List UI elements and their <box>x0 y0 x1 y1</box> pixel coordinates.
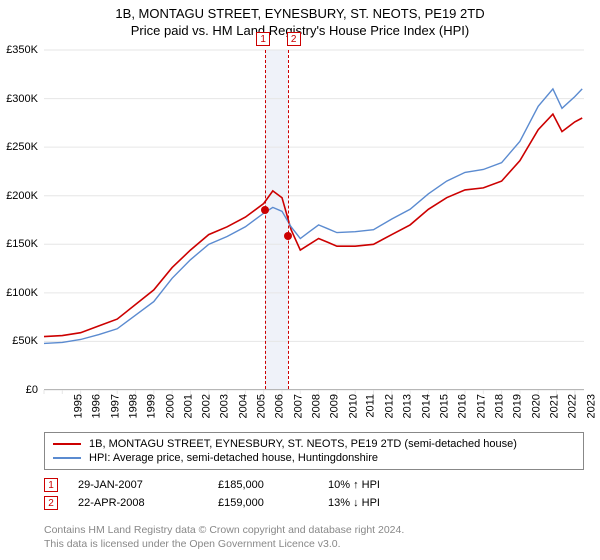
sale-marker-icon: 2 <box>44 496 58 510</box>
sale-price: £185,000 <box>218 479 328 491</box>
series-hpi <box>44 89 582 344</box>
x-tick-label: 2011 <box>365 394 377 418</box>
x-tick-label: 1998 <box>127 394 139 418</box>
sale-vline <box>288 50 289 389</box>
x-tick-label: 2007 <box>292 394 304 418</box>
y-tick-label: £200K <box>0 190 38 202</box>
sale-delta: 10% ↑ HPI <box>328 479 438 491</box>
credits-line: Contains HM Land Registry data © Crown c… <box>44 524 404 538</box>
y-tick-label: £100K <box>0 287 38 299</box>
sale-date: 22-APR-2008 <box>78 497 218 509</box>
legend-swatch-icon <box>53 457 81 459</box>
x-tick-label: 2022 <box>567 394 579 418</box>
sale-vline <box>265 50 266 389</box>
y-tick-label: £300K <box>0 93 38 105</box>
sale-marker-icon: 1 <box>44 478 58 492</box>
x-tick-label: 2010 <box>347 394 359 418</box>
x-tick-label: 2017 <box>475 394 487 418</box>
y-tick-label: £350K <box>0 44 38 56</box>
table-row: 1 29-JAN-2007 £185,000 10% ↑ HPI <box>44 476 584 494</box>
x-tick-label: 1999 <box>146 394 158 418</box>
plot-area: £0£50K£100K£150K£200K£250K£300K£350K1995… <box>44 50 584 390</box>
chart-svg <box>44 50 584 390</box>
sale-date: 29-JAN-2007 <box>78 479 218 491</box>
sale-price: £159,000 <box>218 497 328 509</box>
x-tick-label: 2016 <box>457 394 469 418</box>
x-tick-label: 2012 <box>384 394 396 418</box>
x-tick-label: 2021 <box>548 394 560 418</box>
legend-label: HPI: Average price, semi-detached house,… <box>89 452 378 464</box>
x-tick-label: 2004 <box>237 394 249 418</box>
legend-label: 1B, MONTAGU STREET, EYNESBURY, ST. NEOTS… <box>89 438 517 450</box>
x-tick-label: 2005 <box>256 394 268 418</box>
sale-marker-icon: 1 <box>256 32 270 46</box>
sales-table: 1 29-JAN-2007 £185,000 10% ↑ HPI 2 22-AP… <box>44 476 584 512</box>
sale-marker-icon: 2 <box>287 32 301 46</box>
x-tick-label: 1997 <box>109 394 121 418</box>
x-tick-label: 2019 <box>512 394 524 418</box>
x-tick-label: 2008 <box>310 394 322 418</box>
sale-delta: 13% ↓ HPI <box>328 497 438 509</box>
credits: Contains HM Land Registry data © Crown c… <box>44 524 404 551</box>
x-tick-label: 2023 <box>585 394 597 418</box>
sale-dot-icon <box>261 206 269 214</box>
x-tick-label: 2000 <box>164 394 176 418</box>
plot: £0£50K£100K£150K£200K£250K£300K£350K1995… <box>44 50 584 390</box>
chart-container: 1B, MONTAGU STREET, EYNESBURY, ST. NEOTS… <box>0 0 600 560</box>
x-tick-label: 2013 <box>402 394 414 418</box>
credits-line: This data is licensed under the Open Gov… <box>44 538 404 552</box>
table-row: 2 22-APR-2008 £159,000 13% ↓ HPI <box>44 494 584 512</box>
x-tick-label: 2015 <box>439 394 451 418</box>
x-tick-label: 2003 <box>219 394 231 418</box>
x-tick-label: 2006 <box>274 394 286 418</box>
legend-item: HPI: Average price, semi-detached house,… <box>53 451 575 465</box>
x-tick-label: 1995 <box>72 394 84 418</box>
x-tick-label: 2018 <box>494 394 506 418</box>
x-tick-label: 2002 <box>201 394 213 418</box>
x-tick-label: 2020 <box>530 394 542 418</box>
legend-item: 1B, MONTAGU STREET, EYNESBURY, ST. NEOTS… <box>53 437 575 451</box>
x-tick-label: 2009 <box>329 394 341 418</box>
y-tick-label: £0 <box>0 384 38 396</box>
y-tick-label: £50K <box>0 335 38 347</box>
x-tick-label: 1996 <box>91 394 103 418</box>
sale-dot-icon <box>284 232 292 240</box>
x-tick-label: 2001 <box>182 394 194 418</box>
y-tick-label: £150K <box>0 238 38 250</box>
title-address: 1B, MONTAGU STREET, EYNESBURY, ST. NEOTS… <box>0 6 600 21</box>
legend: 1B, MONTAGU STREET, EYNESBURY, ST. NEOTS… <box>44 432 584 470</box>
legend-swatch-icon <box>53 443 81 445</box>
y-tick-label: £250K <box>0 141 38 153</box>
series-group <box>44 89 582 344</box>
x-tick-label: 2014 <box>420 394 432 418</box>
gridlines <box>44 50 584 394</box>
